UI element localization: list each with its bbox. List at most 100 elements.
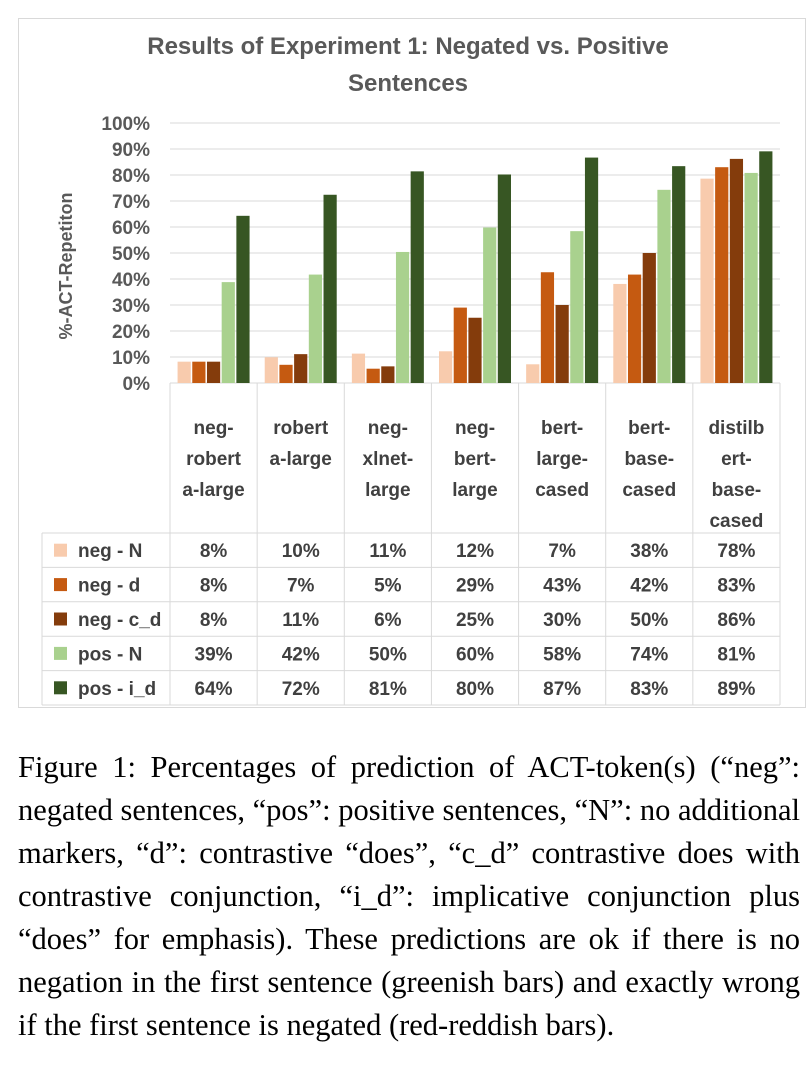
chart-title: Sentences [348,70,468,97]
table-cell-value: 50% [369,644,407,665]
bar [613,283,627,383]
y-tick-label: 100% [101,114,150,135]
category-label: distilb [708,418,764,439]
y-tick-label: 50% [112,244,150,265]
chart-frame [18,18,806,708]
table-cell-value: 80% [456,679,494,700]
category-label: cased [535,480,589,501]
table-cell-value: 43% [543,576,581,597]
category-label: neg- [194,418,234,439]
legend-key [54,681,67,695]
table-cell-value: 81% [369,679,407,700]
legend-label: pos - N [78,644,142,665]
bar [264,357,278,383]
table-cell-value: 38% [630,541,668,562]
table-cell-value: 74% [630,644,668,665]
bar [395,251,410,383]
category-label: large- [536,449,588,470]
bar [308,274,323,383]
table-cell-value: 72% [282,679,320,700]
category-label: bert- [541,418,583,439]
bar [351,353,366,383]
table-cell-value: 83% [717,576,755,597]
table-cell-value: 60% [456,644,494,665]
table-cell-value: 8% [200,610,228,631]
bar [744,172,758,383]
bar [759,151,773,383]
y-axis-label: %-ACT-Repetiton [56,193,76,340]
legend-label: neg - d [78,576,140,597]
table-cell-value: 6% [374,610,402,631]
y-tick-label: 90% [112,140,150,161]
legend-label: pos - i_d [78,679,156,700]
table-cell-value: 8% [200,576,228,597]
bar [366,368,380,383]
category-label: cased [622,480,676,501]
table-cell-value: 7% [287,576,315,597]
bar [526,364,540,383]
table-cell-value: 64% [195,679,233,700]
bar [236,215,250,383]
bar [570,231,584,383]
bar-chart: Results of Experiment 1: Negated vs. Pos… [41,33,781,706]
category-label: base- [624,449,674,470]
category-label: cased [709,511,763,532]
bar [540,272,555,383]
y-tick-label: 20% [112,322,150,343]
category-label: xlnet- [363,449,414,470]
figure-caption: Figure 1: Percentages of prediction of A… [18,750,800,1042]
table-cell-value: 87% [543,679,581,700]
category-label: bert- [454,449,496,470]
category-label: large [452,480,497,501]
table-cell-value: 83% [630,679,668,700]
table-cell-value: 5% [374,576,402,597]
legend-label: neg - N [78,541,142,562]
bar [453,307,467,383]
y-tick-label: 10% [112,348,150,369]
category-label: base- [712,480,762,501]
bar [483,227,497,383]
legend-key [54,612,67,626]
bar [206,361,221,383]
bar [627,274,642,383]
chart-title: Results of Experiment 1: Negated vs. Pos… [147,33,669,60]
bar [323,194,337,383]
table-cell-value: 39% [195,644,233,665]
table-cell-value: 86% [717,610,755,631]
bar [439,351,453,383]
category-label: a-large [182,480,244,501]
table-cell-value: 42% [630,576,668,597]
table-cell-value: 58% [543,644,581,665]
y-tick-label: 60% [112,218,150,239]
table-cell-value: 42% [282,644,320,665]
table-cell-value: 7% [548,541,576,562]
table-cell-value: 10% [282,541,320,562]
bar [555,305,569,383]
category-label: robert [273,418,329,439]
bar [657,189,671,383]
bar [177,361,191,383]
table-cell-value: 11% [282,610,319,631]
table-cell-value: 29% [456,576,494,597]
table-cell-value: 25% [456,610,494,631]
category-label: neg- [368,418,408,439]
table-cell-value: 12% [456,541,494,562]
y-tick-label: 30% [112,296,150,317]
category-label: robert [186,449,242,470]
bar [700,178,714,383]
y-tick-label: 40% [112,270,150,291]
table-cell-value: 78% [717,541,755,562]
bar [497,174,511,383]
legend-key [54,543,67,557]
y-tick-label: 80% [112,166,150,187]
table-cell-value: 11% [369,541,406,562]
bar [381,366,395,383]
category-label: bert- [628,418,670,439]
bar [715,167,729,383]
bar [672,166,686,383]
category-label: a-large [270,449,332,470]
table-cell-value: 81% [717,644,755,665]
y-tick-label: 0% [123,374,151,395]
bar [410,171,424,383]
